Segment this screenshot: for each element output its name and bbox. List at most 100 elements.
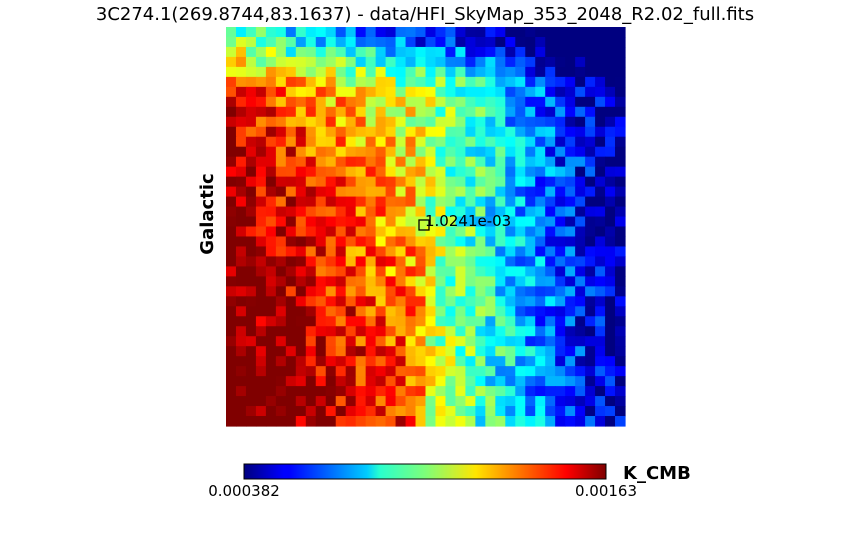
heatmap-cell: [335, 36, 347, 48]
heatmap-cell: [495, 86, 506, 98]
heatmap-cell: [295, 396, 307, 407]
heatmap-cell: [475, 96, 486, 108]
heatmap-cell: [455, 86, 466, 98]
heatmap-cell: [385, 386, 397, 397]
heatmap-cell: [385, 346, 397, 357]
heatmap-cell: [365, 176, 377, 188]
heatmap-cell: [305, 406, 317, 417]
heatmap-cell: [245, 346, 257, 357]
heatmap-cell: [305, 86, 317, 98]
heatmap-cell: [555, 96, 566, 108]
heatmap-cell: [295, 326, 307, 337]
heatmap-cell: [295, 36, 307, 48]
heatmap-cell: [415, 366, 427, 377]
heatmap-cell: [565, 396, 576, 407]
heatmap-cell: [315, 376, 327, 387]
heatmap-cell: [226, 226, 237, 238]
heatmap-cell: [545, 206, 556, 218]
heatmap-cell: [235, 136, 247, 148]
heatmap-cell: [615, 156, 626, 168]
heatmap-cell: [495, 366, 506, 377]
heatmap-cell: [555, 27, 566, 38]
heatmap-cell: [455, 46, 466, 58]
heatmap-cell: [285, 386, 297, 397]
heatmap-cell: [455, 346, 466, 357]
heatmap-cell: [415, 126, 427, 138]
heatmap-cell: [535, 27, 546, 38]
heatmap-cell: [495, 76, 506, 88]
heatmap-cell: [265, 56, 277, 68]
heatmap-cell: [525, 46, 536, 58]
heatmap-cell: [525, 366, 536, 377]
heatmap-cell: [265, 316, 277, 327]
heatmap-cell: [425, 346, 437, 357]
heatmap-cell: [265, 27, 277, 38]
heatmap-cell: [375, 66, 387, 78]
heatmap-cell: [255, 96, 267, 108]
heatmap-cell: [395, 46, 407, 58]
heatmap-cell: [355, 126, 367, 138]
heatmap-cell: [285, 56, 297, 68]
heatmap-cell: [395, 356, 407, 367]
heatmap-cell: [375, 286, 387, 297]
heatmap-cell: [585, 276, 596, 287]
heatmap-cell: [525, 196, 536, 208]
heatmap-cell: [475, 296, 486, 307]
heatmap-cell: [325, 196, 337, 208]
heatmap-cell: [585, 236, 596, 248]
heatmap-cell: [265, 236, 277, 248]
heatmap-cell: [255, 276, 267, 287]
heatmap-cell: [595, 346, 606, 357]
heatmap-cell: [245, 406, 257, 417]
heatmap-cell: [226, 196, 237, 208]
heatmap-cell: [585, 106, 596, 118]
heatmap-cell: [555, 366, 566, 377]
heatmap-cell: [485, 36, 496, 48]
heatmap-cell: [505, 396, 516, 407]
heatmap-cell: [385, 186, 397, 198]
heatmap-cell: [415, 236, 427, 248]
heatmap-cell: [415, 246, 427, 258]
heatmap-cell: [285, 136, 297, 148]
heatmap-cell: [595, 196, 606, 208]
heatmap-cell: [335, 366, 347, 377]
heatmap-cell: [235, 206, 247, 218]
heatmap-cell: [435, 266, 447, 277]
heatmap-cell: [515, 296, 526, 307]
heatmap-cell: [555, 256, 566, 267]
heatmap-cell: [365, 86, 377, 98]
heatmap-cell: [585, 226, 596, 238]
heatmap-cell: [375, 116, 387, 128]
heatmap-cell: [375, 416, 387, 427]
heatmap-cell: [405, 76, 417, 88]
heatmap-cell: [395, 306, 407, 317]
heatmap-cell: [325, 156, 337, 168]
heatmap-cell: [565, 306, 576, 317]
heatmap-cell: [605, 336, 616, 347]
heatmap-cell: [515, 27, 526, 38]
heatmap-cell: [545, 296, 556, 307]
heatmap-cell: [255, 216, 267, 228]
heatmap-cell: [325, 266, 337, 277]
heatmap-cell: [235, 276, 247, 287]
heatmap-cell: [475, 326, 486, 337]
heatmap-cell: [405, 206, 417, 218]
heatmap-cell: [245, 186, 257, 198]
heatmap-cell: [425, 326, 437, 337]
heatmap-cell: [325, 56, 337, 68]
heatmap-cell: [545, 126, 556, 138]
heatmap-cell: [615, 286, 626, 297]
heatmap-cell: [295, 276, 307, 287]
heatmap-cell: [485, 156, 496, 168]
heatmap-cell: [515, 146, 526, 158]
heatmap-cell: [435, 156, 447, 168]
heatmap-cell: [485, 386, 496, 397]
heatmap-cell: [465, 316, 476, 327]
heatmap-cell: [615, 96, 626, 108]
heatmap-cell: [325, 216, 337, 228]
heatmap-cell: [325, 296, 337, 307]
heatmap-cell: [315, 286, 327, 297]
heatmap-cell: [505, 76, 516, 88]
heatmap-cell: [435, 236, 447, 248]
heatmap-cell: [585, 326, 596, 337]
